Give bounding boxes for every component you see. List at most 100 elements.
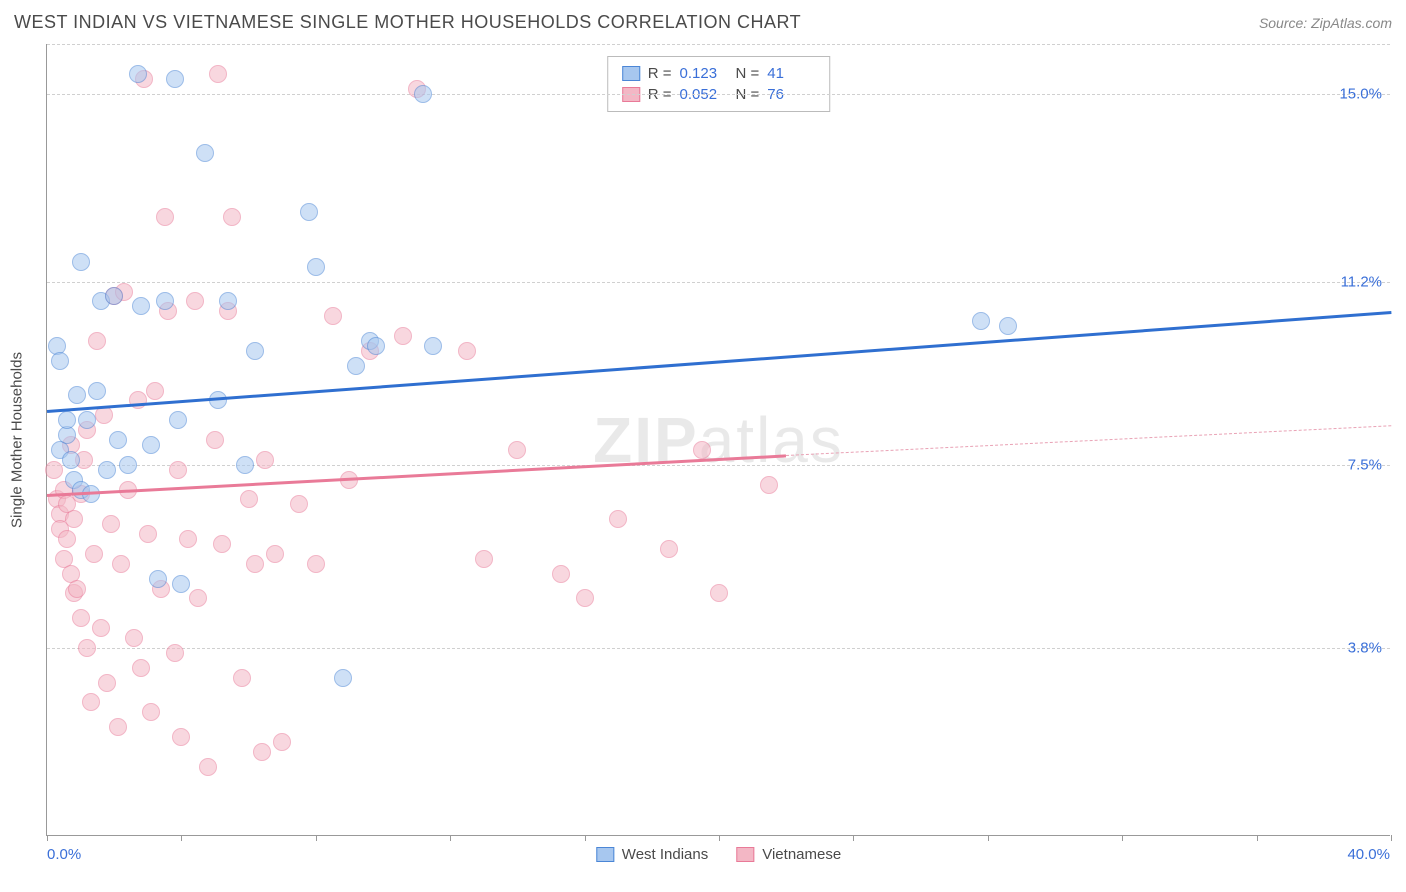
data-point [129, 391, 147, 409]
x-tick [988, 835, 989, 841]
data-point [253, 743, 271, 761]
data-point [256, 451, 274, 469]
trend-line [786, 425, 1391, 456]
data-point [51, 352, 69, 370]
x-tick [853, 835, 854, 841]
x-tick [1391, 835, 1392, 841]
trend-line [47, 311, 1391, 412]
data-point [125, 629, 143, 647]
data-point [999, 317, 1017, 335]
y-tick-label: 7.5% [1348, 456, 1382, 473]
data-point [129, 65, 147, 83]
swatch-vietnamese [622, 87, 640, 102]
data-point [206, 431, 224, 449]
data-point [166, 70, 184, 88]
n-label: N = [736, 65, 760, 82]
data-point [475, 550, 493, 568]
data-point [972, 312, 990, 330]
stats-legend: R = 0.123 N = 41 R = 0.052 N = 76 [607, 56, 831, 112]
data-point [58, 411, 76, 429]
swatch-west-indians [622, 66, 640, 81]
x-max-label: 40.0% [1347, 846, 1390, 863]
n-label: N = [736, 86, 760, 103]
r-value-2: 0.052 [680, 86, 728, 103]
data-point [300, 203, 318, 221]
data-point [92, 619, 110, 637]
y-tick-label: 3.8% [1348, 639, 1382, 656]
chart-title: WEST INDIAN VS VIETNAMESE SINGLE MOTHER … [14, 12, 801, 33]
r-label: R = [648, 86, 672, 103]
data-point [213, 535, 231, 553]
data-point [68, 386, 86, 404]
data-point [72, 609, 90, 627]
data-point [199, 758, 217, 776]
x-tick [47, 835, 48, 841]
data-point [246, 555, 264, 573]
data-point [65, 510, 83, 528]
data-point [367, 337, 385, 355]
data-point [169, 461, 187, 479]
data-point [109, 431, 127, 449]
x-tick [719, 835, 720, 841]
data-point [132, 297, 150, 315]
data-point [394, 327, 412, 345]
data-point [88, 332, 106, 350]
data-point [149, 570, 167, 588]
data-point [82, 693, 100, 711]
legend-row-1: R = 0.123 N = 41 [622, 63, 816, 84]
data-point [266, 545, 284, 563]
data-point [710, 584, 728, 602]
data-point [98, 674, 116, 692]
data-point [307, 258, 325, 276]
x-tick [450, 835, 451, 841]
data-point [62, 451, 80, 469]
data-point [196, 144, 214, 162]
data-point [169, 411, 187, 429]
data-point [609, 510, 627, 528]
r-label: R = [648, 65, 672, 82]
data-point [508, 441, 526, 459]
r-value-1: 0.123 [680, 65, 728, 82]
data-point [78, 639, 96, 657]
gridline [47, 44, 1390, 45]
swatch-vietnamese [736, 847, 754, 862]
plot-area: ZIPatlas Single Mother Households R = 0.… [46, 44, 1390, 836]
data-point [98, 461, 116, 479]
legend-row-2: R = 0.052 N = 76 [622, 84, 816, 105]
swatch-west-indians [596, 847, 614, 862]
data-point [95, 406, 113, 424]
series-1-name: West Indians [622, 846, 708, 863]
series-2-name: Vietnamese [762, 846, 841, 863]
gridline [47, 94, 1390, 95]
y-tick-label: 11.2% [1341, 273, 1382, 290]
data-point [139, 525, 157, 543]
data-point [347, 357, 365, 375]
data-point [119, 456, 137, 474]
data-point [85, 545, 103, 563]
data-point [246, 342, 264, 360]
data-point [58, 530, 76, 548]
data-point [166, 644, 184, 662]
data-point [189, 589, 207, 607]
data-point [109, 718, 127, 736]
data-point [290, 495, 308, 513]
data-point [458, 342, 476, 360]
trend-line [47, 455, 786, 497]
x-tick [316, 835, 317, 841]
x-tick [1257, 835, 1258, 841]
data-point [307, 555, 325, 573]
legend-item-1: West Indians [596, 846, 708, 863]
data-point [112, 555, 130, 573]
data-point [68, 580, 86, 598]
gridline [47, 648, 1390, 649]
data-point [72, 253, 90, 271]
data-point [334, 669, 352, 687]
data-point [142, 436, 160, 454]
data-point [219, 292, 237, 310]
data-point [172, 728, 190, 746]
gridline [47, 282, 1390, 283]
data-point [424, 337, 442, 355]
data-point [105, 287, 123, 305]
data-point [156, 208, 174, 226]
data-point [142, 703, 160, 721]
